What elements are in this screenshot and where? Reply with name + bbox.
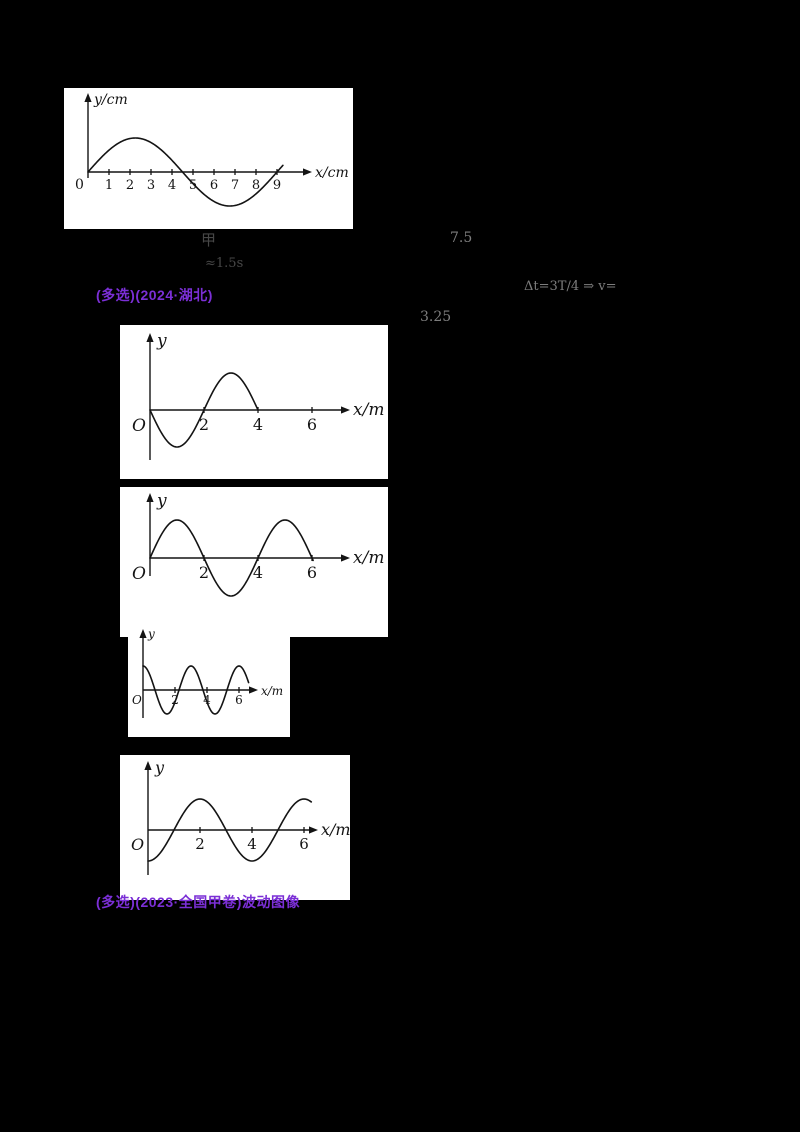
figure-option-d: 2 4 6 y x/m O [120,755,350,900]
svg-text:4: 4 [168,178,176,193]
svg-text:6: 6 [210,178,218,193]
svg-text:6: 6 [299,835,309,853]
svg-text:y: y [156,331,167,351]
annotation-note-1: ≈1.5s [205,256,244,271]
svg-text:2: 2 [199,415,209,434]
option-b-plot: 2 4 6 y x/m O [132,491,384,597]
annotation-note-4: 3.25 [420,309,452,325]
svg-text:7: 7 [231,178,239,193]
option-d-plot: 2 4 6 y x/m O [131,758,350,875]
svg-text:y/cm: y/cm [93,92,128,108]
svg-text:6: 6 [307,415,317,434]
svg-text:4: 4 [203,693,211,707]
svg-text:O: O [132,564,146,584]
svg-text:9: 9 [273,178,281,193]
svg-text:y: y [147,627,155,641]
svg-text:2: 2 [195,835,205,853]
svg-text:4: 4 [253,563,263,582]
svg-text:O: O [131,835,144,854]
option-c-plot: 2 4 6yx/mO [132,627,283,718]
svg-text:5: 5 [189,178,197,193]
svg-text:x/m: x/m [321,820,350,839]
svg-text:0: 0 [75,177,84,193]
svg-text:4: 4 [253,415,263,434]
figure-option-b: 2 4 6 y x/m O [120,487,388,637]
problem-tag-top: (多选)(2024·湖北) [96,287,213,303]
svg-text:y: y [154,758,165,777]
figure-option-c: 2 4 6 y x/m O [128,625,290,737]
svg-text:x/m: x/m [353,548,384,568]
svg-text:6: 6 [235,693,243,707]
annotation-note-2: 7.5 [450,230,473,246]
figure1-caption: 甲 [201,231,217,249]
svg-text:2: 2 [126,178,134,193]
svg-text:8: 8 [252,178,260,193]
annotation-note-3: Δt=3T/4 ⇒ v= [524,279,617,294]
svg-text:2: 2 [199,563,209,582]
svg-text:O: O [132,416,146,436]
svg-text:x/cm: x/cm [315,165,349,181]
initial-waveform-plot: 1 2 3 4 5 6 7 8 9 y/cm x/cm 0 [75,92,349,207]
svg-text:4: 4 [247,835,257,853]
svg-text:1: 1 [105,178,113,193]
figure-initial-waveform: 1 2 3 4 5 6 7 8 9 y/cm x/cm 0 [64,88,353,229]
svg-text:6: 6 [307,563,317,582]
svg-text:O: O [132,693,142,707]
problem-tag-bottom: (多选)(2023·全国甲卷)波动图像 [96,894,300,910]
svg-text:3: 3 [147,178,155,193]
svg-text:x/m: x/m [353,400,384,420]
svg-text:x/m: x/m [261,684,283,698]
svg-text:y: y [156,491,167,511]
option-a-plot: 2 4 6 y x/m O [132,331,384,460]
figure-option-a: 2 4 6 y x/m O [120,325,388,479]
